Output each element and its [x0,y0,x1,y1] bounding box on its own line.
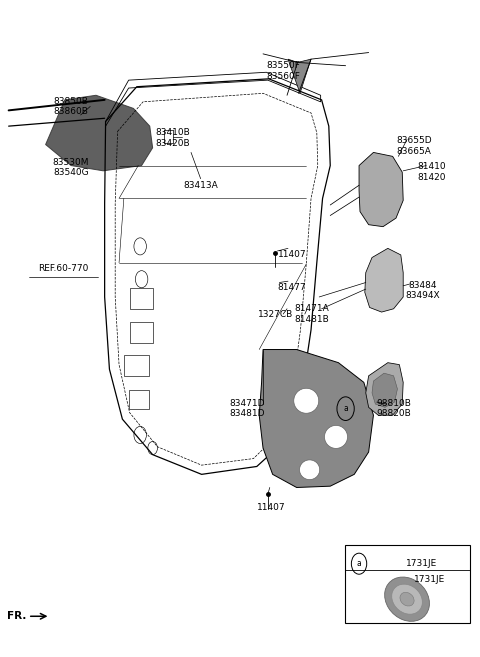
Text: 81471A
81481B: 81471A 81481B [295,304,329,324]
Ellipse shape [300,460,320,480]
Ellipse shape [324,426,348,448]
Text: 83550F
83560F: 83550F 83560F [266,61,300,81]
Bar [130,288,153,309]
Bar [129,390,149,409]
Text: 11407: 11407 [277,250,306,260]
Text: 1327CB: 1327CB [258,309,294,319]
Text: 83410B
83420B: 83410B 83420B [156,128,190,148]
Text: 81410
81420: 81410 81420 [418,162,446,182]
Text: a: a [357,559,361,568]
Text: 83655D
83665A: 83655D 83665A [396,136,432,156]
Polygon shape [365,248,403,312]
Polygon shape [372,373,397,407]
Polygon shape [366,363,403,415]
Text: FR.: FR. [7,611,26,622]
Text: 1731JE: 1731JE [406,559,437,568]
Text: a: a [343,404,348,413]
Text: 83413A: 83413A [183,181,218,190]
Polygon shape [46,95,153,171]
Text: 81477: 81477 [277,283,306,292]
Text: 98810B
98820B: 98810B 98820B [376,399,411,419]
Bar [130,322,153,343]
Bar [124,355,149,376]
Ellipse shape [392,584,422,614]
Polygon shape [259,350,373,487]
Text: 83530M
83540G: 83530M 83540G [53,158,89,177]
Text: 11407: 11407 [257,503,286,512]
Ellipse shape [400,593,414,606]
Text: 83850B
83860B: 83850B 83860B [54,97,88,116]
Text: 83471D
83481D: 83471D 83481D [229,399,265,419]
Ellipse shape [384,577,430,622]
Polygon shape [359,152,403,227]
Polygon shape [288,59,311,93]
Ellipse shape [294,388,319,413]
Text: 1731JE: 1731JE [414,575,445,584]
Text: 83484
83494X: 83484 83494X [405,281,440,300]
Text: REF.60-770: REF.60-770 [38,263,88,273]
